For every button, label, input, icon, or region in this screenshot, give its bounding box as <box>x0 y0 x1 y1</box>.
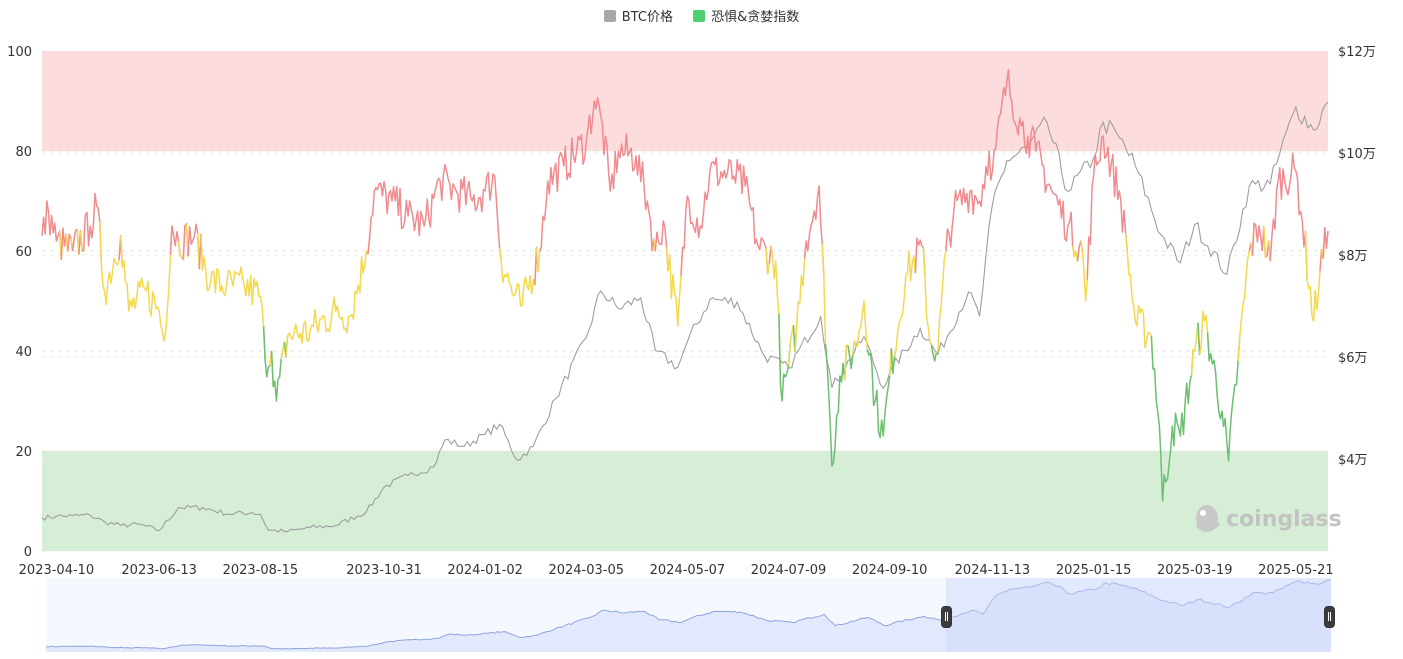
legend-swatch-fear-greed <box>693 9 706 22</box>
fear-greed-segment <box>893 238 918 357</box>
fear-greed-segment <box>1322 226 1329 259</box>
greed-zone-band <box>42 51 1328 151</box>
range-navigator[interactable] <box>45 578 1332 652</box>
y-right-tick-label: $4万 <box>1338 453 1368 468</box>
fear-greed-segment <box>1150 335 1194 502</box>
x-tick-label: 2025-05-21 <box>1258 563 1334 578</box>
fear-greed-segment <box>852 300 870 356</box>
fear-zone-band <box>42 451 1328 551</box>
x-tick-label: 2025-01-15 <box>1056 563 1132 578</box>
fear-greed-segment <box>665 246 684 327</box>
y-left-tick-label: 100 <box>7 45 32 60</box>
fear-greed-segment <box>778 313 791 402</box>
fear-greed-segment <box>922 247 934 355</box>
navigator-area <box>46 579 1331 652</box>
watermark-text: coinglass <box>1226 507 1342 532</box>
y-left-tick-label: 40 <box>15 345 32 360</box>
navigator-selection[interactable] <box>946 578 1331 652</box>
fear-greed-segment <box>654 220 669 271</box>
fear-greed-segment <box>945 68 1076 257</box>
fear-greed-segment <box>200 234 266 362</box>
fear-greed-segment <box>119 225 173 342</box>
fear-greed-segment <box>270 349 284 402</box>
fear-greed-segment <box>81 192 103 266</box>
legend-label-fear-greed: 恐惧&贪婪指数 <box>711 10 800 25</box>
fear-greed-segment <box>1269 152 1308 280</box>
y-right-tick-label: $10万 <box>1338 147 1376 162</box>
x-tick-label: 2025-03-19 <box>1157 563 1233 578</box>
fear-greed-segment <box>935 228 949 354</box>
fear-greed-segment <box>824 343 848 467</box>
x-tick-label: 2024-11-13 <box>955 563 1031 578</box>
x-tick-label: 2023-04-10 <box>19 563 95 578</box>
range-handle-left[interactable] <box>941 606 952 628</box>
y-left-tick-label: 80 <box>15 145 32 160</box>
watermark: coinglass <box>1195 505 1342 532</box>
range-handle-right[interactable] <box>1324 606 1335 628</box>
fear-greed-segment <box>99 221 122 306</box>
fear-greed-segment <box>803 185 825 279</box>
btc-price-line <box>41 101 1329 533</box>
fear-greed-segment <box>1237 243 1252 362</box>
x-tick-label: 2023-06-13 <box>121 563 197 578</box>
y-left-tick-label: 0 <box>24 545 32 560</box>
fear-greed-segment <box>187 223 201 270</box>
fear-greed-segment <box>1251 222 1267 258</box>
fear-greed-segment <box>680 157 769 276</box>
fear-greed-segment <box>367 164 502 262</box>
y-right-tick-label: $6万 <box>1338 351 1368 366</box>
fear-greed-segment <box>285 238 371 358</box>
x-tick-label: 2024-09-10 <box>852 563 928 578</box>
fear-greed-segment <box>866 348 893 439</box>
legend-item-btc[interactable]: BTC价格 <box>603 6 673 25</box>
fear-greed-segment <box>1206 332 1241 462</box>
legend-item-fear-greed[interactable]: 恐惧&贪婪指数 <box>693 6 799 25</box>
x-tick-label: 2023-08-15 <box>223 563 299 578</box>
fear-greed-segment <box>1304 231 1323 322</box>
x-tick-label: 2024-05-07 <box>650 563 726 578</box>
y-left-tick-label: 60 <box>15 245 32 260</box>
y-left-tick-label: 20 <box>15 445 32 460</box>
fear-greed-segment <box>1086 135 1129 280</box>
fear-greed-segment <box>1124 233 1154 370</box>
x-tick-label: 2024-03-05 <box>548 563 624 578</box>
legend-swatch-btc <box>603 9 616 22</box>
y-right-tick-label: $8万 <box>1338 249 1368 264</box>
x-tick-label: 2023-10-31 <box>346 563 422 578</box>
legend-label-btc: BTC价格 <box>621 10 673 25</box>
x-tick-label: 2024-01-02 <box>447 563 523 578</box>
fear-greed-segment <box>498 247 538 307</box>
fear-greed-segment <box>539 96 657 252</box>
x-tick-label: 2024-07-09 <box>751 563 827 578</box>
navigator-line <box>45 579 1332 650</box>
y-right-tick-label: $12万 <box>1338 45 1376 60</box>
fear-greed-segment <box>41 200 63 260</box>
fear-greed-segment <box>794 240 807 352</box>
coinglass-logo-icon <box>1195 505 1221 532</box>
legend: BTC价格 恐惧&贪婪指数 <box>0 6 1403 26</box>
